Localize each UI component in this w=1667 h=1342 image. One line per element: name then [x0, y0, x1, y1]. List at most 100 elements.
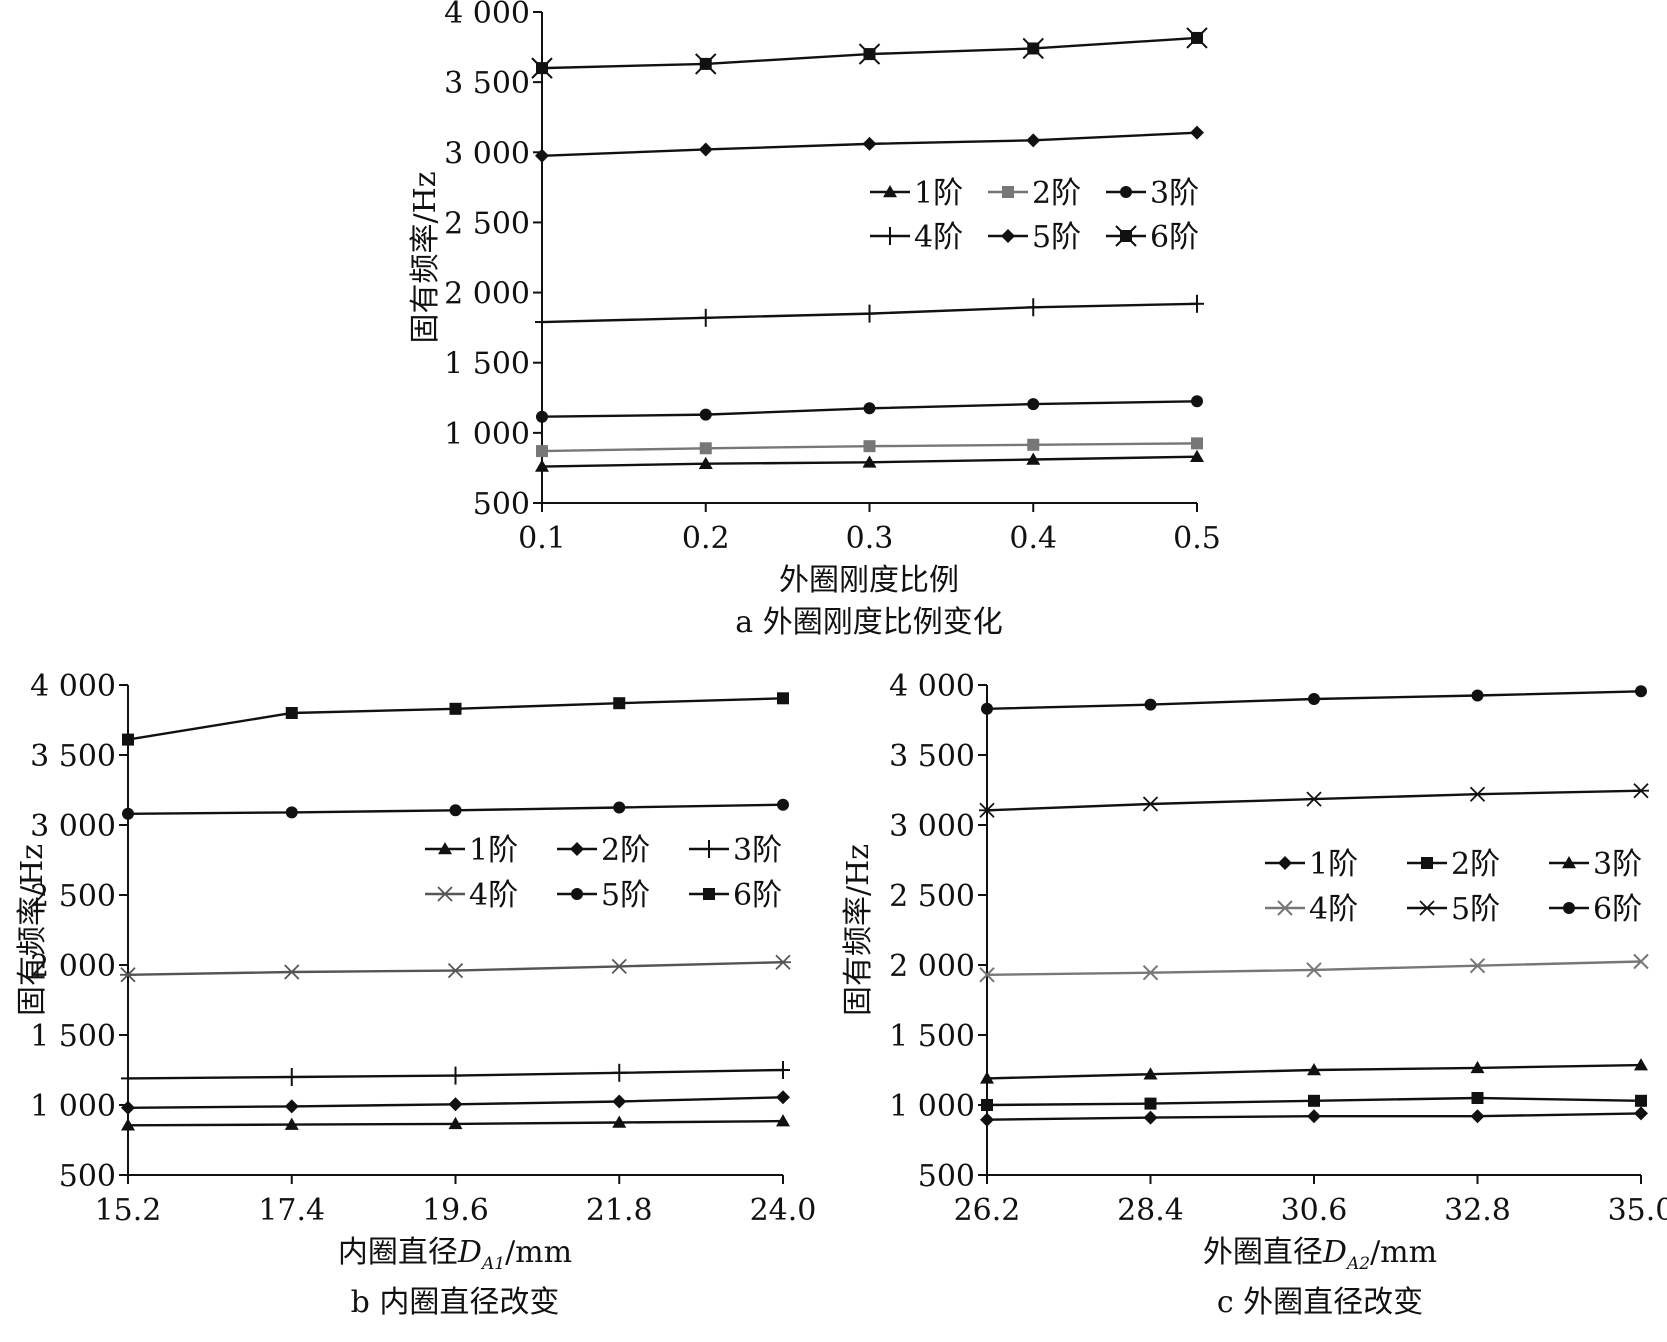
legend-item: 4阶 — [870, 220, 963, 255]
data-point — [699, 408, 712, 421]
data-point — [1026, 452, 1041, 465]
data-point — [981, 1099, 993, 1111]
data-point — [1471, 689, 1484, 702]
legend: 1阶 2阶 3阶 4阶 5阶 6阶 — [1265, 847, 1642, 927]
data-point — [120, 967, 136, 983]
series-6 — [981, 685, 1647, 715]
data-point — [980, 1112, 994, 1127]
data-point — [695, 53, 717, 75]
x-tick-label: 0.4 — [1009, 521, 1057, 556]
data-point — [447, 962, 464, 979]
x-tick-label: 24.0 — [750, 1193, 817, 1228]
series-3 — [980, 1058, 1648, 1084]
y-axis-label: 固有频率/Hz — [15, 844, 50, 1016]
legend-label: 1阶 — [914, 176, 963, 211]
x-axis-label-unit: /mm — [505, 1235, 572, 1270]
data-point — [612, 1094, 627, 1109]
legend-item: 3阶 — [1106, 176, 1199, 211]
y-tick-label: 2 000 — [30, 949, 116, 984]
legend-marker — [883, 227, 897, 245]
legend-label: 3阶 — [1593, 847, 1642, 882]
data-point — [863, 402, 876, 415]
data-point — [1306, 791, 1322, 807]
panel-caption: c 外圈直径改变 — [1217, 1285, 1423, 1320]
data-point — [1308, 693, 1320, 705]
series-line — [127, 961, 784, 976]
data-point — [1144, 698, 1157, 711]
x-axis-label: 外圈直径DA2/mm — [1203, 1235, 1437, 1274]
legend-label: 5阶 — [1032, 220, 1081, 255]
legend-marker — [1001, 229, 1015, 243]
data-point — [1307, 1063, 1321, 1076]
data-point — [979, 802, 995, 818]
legend-item: 6阶 — [1549, 892, 1642, 927]
data-point — [1635, 685, 1647, 698]
data-point — [1191, 437, 1203, 450]
series-5 — [535, 125, 1204, 163]
data-point — [121, 1069, 135, 1088]
legend-marker — [570, 842, 584, 856]
data-point — [1026, 298, 1041, 317]
legend-label: 6阶 — [1593, 892, 1642, 927]
data-point — [1027, 398, 1040, 411]
series-2 — [536, 437, 1203, 458]
legend-item: 2阶 — [988, 176, 1081, 211]
legend-label: 4阶 — [1309, 892, 1358, 927]
legend-label: 2阶 — [601, 833, 650, 868]
data-point — [285, 707, 298, 719]
data-point — [1633, 783, 1649, 799]
data-point — [1186, 27, 1208, 49]
series-1 — [535, 449, 1204, 472]
data-point — [531, 57, 553, 79]
data-point — [535, 313, 549, 332]
legend-marker — [1562, 856, 1576, 869]
data-point — [1026, 133, 1041, 148]
data-point — [1469, 957, 1486, 974]
legend-item: 1阶 — [425, 833, 518, 868]
data-point — [284, 1117, 299, 1130]
data-point — [775, 954, 791, 970]
y-tick-label: 2 000 — [889, 949, 975, 984]
y-tick-label: 2 000 — [444, 277, 530, 312]
series-5 — [979, 783, 1649, 818]
data-point — [1306, 962, 1322, 978]
y-tick-label: 1 000 — [444, 417, 530, 452]
y-tick-label: 1 500 — [30, 1019, 116, 1054]
y-tick-label: 500 — [473, 487, 530, 522]
x-tick-label: 30.6 — [1281, 1193, 1348, 1228]
data-point — [1142, 796, 1159, 812]
data-point — [862, 304, 877, 323]
data-point — [1471, 1092, 1484, 1104]
data-point — [535, 148, 549, 163]
legend-item: 2阶 — [557, 833, 650, 868]
data-point — [981, 702, 993, 715]
y-tick-label: 3 000 — [889, 809, 975, 844]
legend-marker — [1120, 186, 1132, 198]
panel-caption: a 外圈刚度比例变化 — [735, 605, 1002, 640]
legend-marker — [438, 842, 452, 855]
legend-item: 1阶 — [870, 176, 963, 211]
legend-marker — [1002, 186, 1014, 198]
x-axis-label-symbol: D — [457, 1235, 482, 1270]
data-point — [449, 804, 462, 817]
legend-item: 5阶 — [988, 220, 1081, 255]
legend-label: 5阶 — [1451, 892, 1500, 927]
x-axis-label: 内圈直径DA1/mm — [338, 1235, 572, 1274]
legend-marker — [1115, 225, 1137, 247]
legend-marker — [1278, 856, 1292, 870]
data-point — [698, 456, 713, 469]
series-6 — [531, 27, 1208, 79]
legend-label: 4阶 — [914, 220, 963, 255]
legend-label: 3阶 — [1150, 176, 1199, 211]
data-point — [448, 1116, 463, 1130]
legend-marker — [1421, 857, 1433, 869]
legend-item: 3阶 — [1549, 847, 1642, 882]
y-tick-label: 500 — [59, 1159, 116, 1194]
panel-b-chart: 500 1 000 1 500 2 000 2 500 3 000 3 500 4 000 15… — [15, 669, 816, 1320]
data-point — [1191, 395, 1203, 408]
data-point — [1469, 786, 1486, 802]
data-point — [776, 1114, 790, 1127]
data-point — [777, 798, 789, 811]
data-point — [1144, 1097, 1157, 1110]
